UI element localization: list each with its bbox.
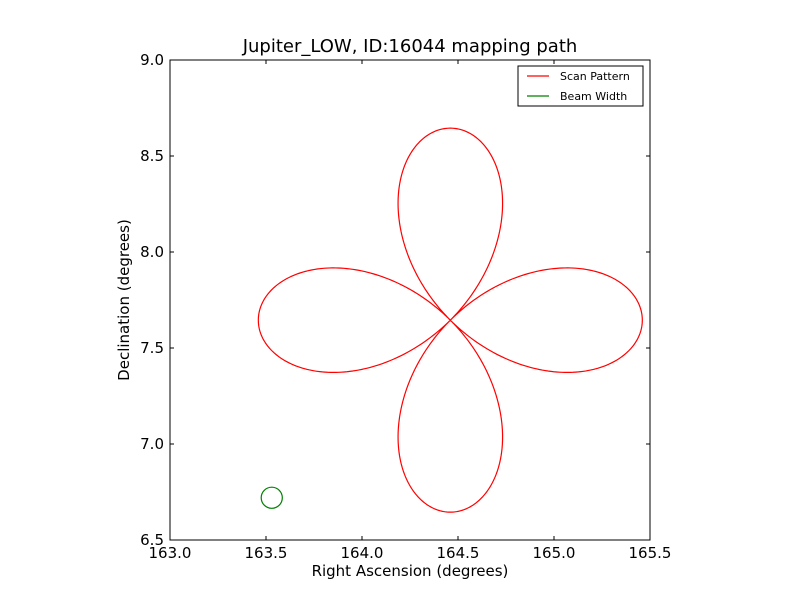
chart-title: Jupiter_LOW, ID:16044 mapping path	[242, 36, 578, 57]
series-layer	[257, 127, 643, 513]
plot-frame	[169, 59, 651, 541]
y-tick-label: 8.5	[140, 147, 164, 165]
y-axis-label: Declination (degrees)	[115, 219, 133, 381]
y-tick-label: 6.5	[140, 531, 164, 549]
scan-pattern-line	[257, 127, 643, 513]
x-axis-label: Right Ascension (degrees)	[312, 562, 509, 580]
beam-width-circle	[260, 486, 283, 509]
x-tick-label: 163.5	[245, 544, 288, 562]
y-tick-label: 9.0	[140, 51, 164, 69]
legend: Scan Pattern Beam Width	[517, 65, 644, 107]
x-tick-label: 164.0	[341, 544, 384, 562]
y-tick-label: 7.0	[140, 435, 164, 453]
legend-box	[517, 65, 644, 107]
x-tick-label: 163.0	[149, 544, 192, 562]
x-tick-label: 165.5	[629, 544, 672, 562]
legend-label-scan-pattern: Scan Pattern	[560, 70, 630, 83]
y-axis: 6.5 7.0 7.5 8.0 8.5 9.0	[140, 51, 650, 549]
plot-area	[170, 60, 650, 540]
y-tick-label: 8.0	[140, 243, 164, 261]
legend-label-beam-width: Beam Width	[560, 90, 627, 103]
y-tick-label: 7.5	[140, 339, 164, 357]
x-tick-label: 164.5	[437, 544, 480, 562]
x-tick-label: 165.0	[533, 544, 576, 562]
x-axis: 163.0 163.5 164.0 164.5 165.0 165.5	[149, 60, 672, 562]
